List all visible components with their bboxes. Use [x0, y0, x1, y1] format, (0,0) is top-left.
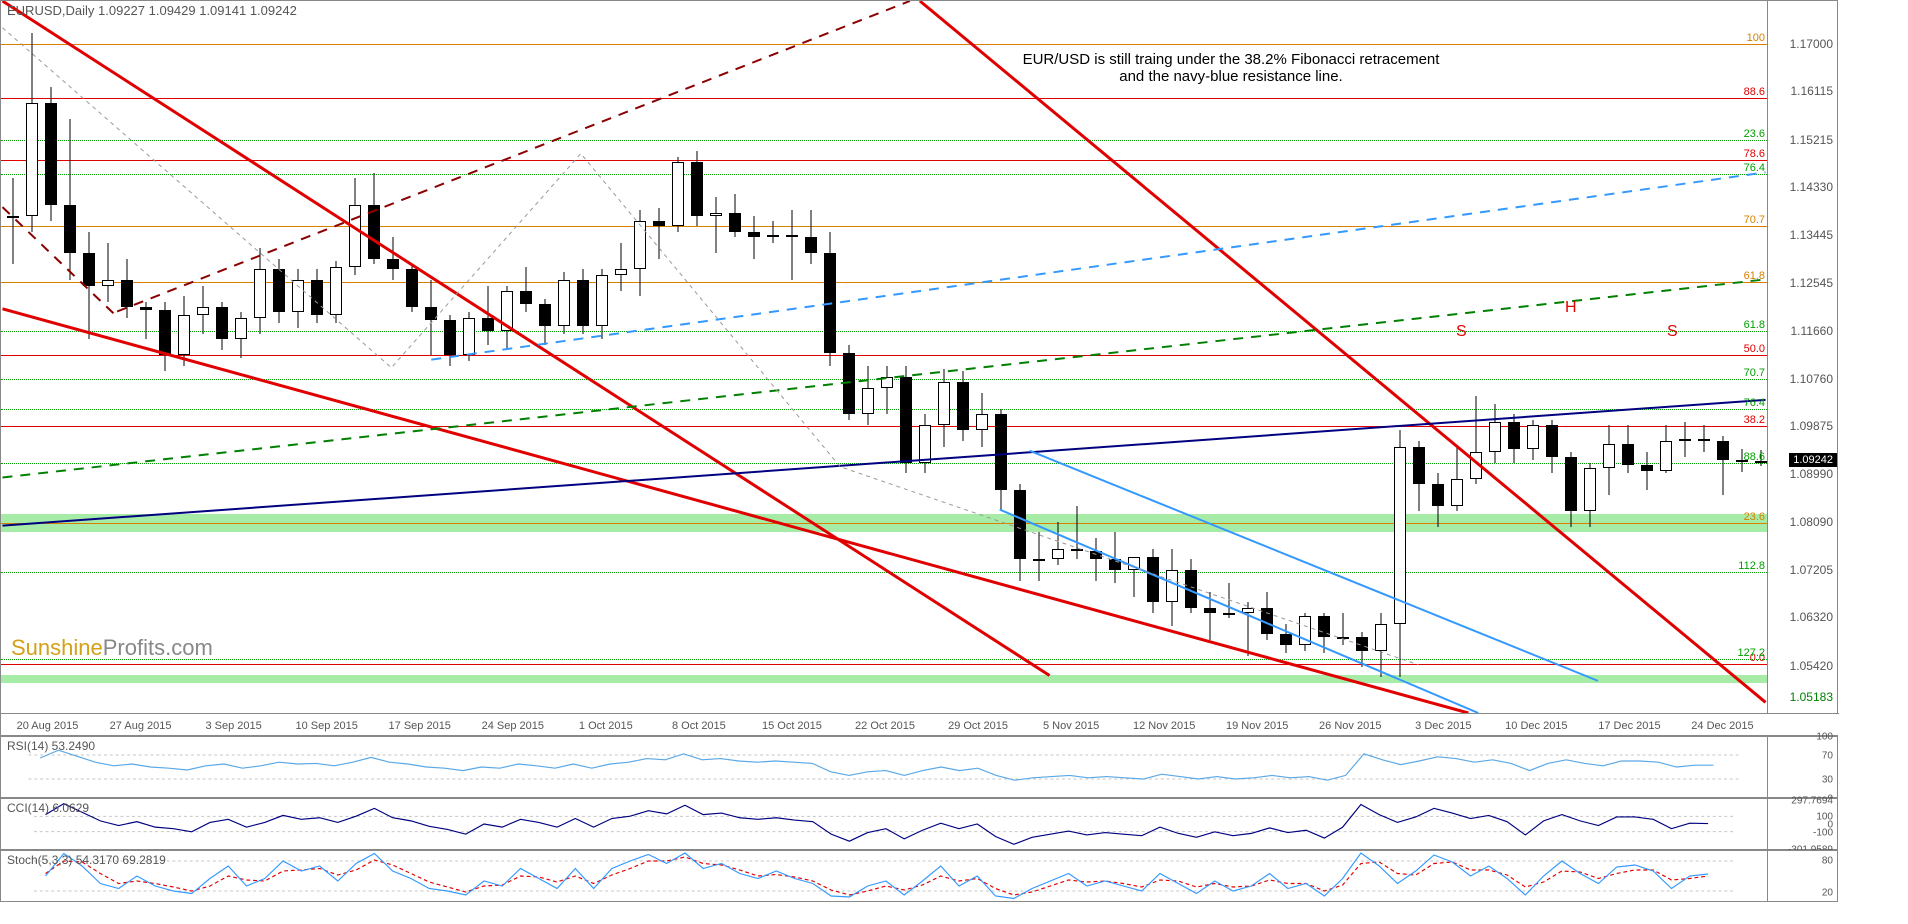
- rsi-title: RSI(14) 53.2490: [7, 739, 95, 753]
- cci-panel[interactable]: CCI(14) 6.0629 297.76941000-100-301.9589: [0, 798, 1838, 850]
- cci-plot: [1, 799, 1767, 849]
- stoch-yaxis: 8020: [1767, 851, 1837, 901]
- watermark: SunshineProfits.com: [11, 635, 213, 661]
- stoch-panel[interactable]: Stoch(5,3,3) 54.3170 69.2819 8020: [0, 850, 1838, 902]
- cci-yaxis: 297.76941000-100-301.9589: [1767, 799, 1837, 849]
- stoch-plot: [1, 851, 1767, 901]
- stoch-title: Stoch(5,3,3) 54.3170 69.2819: [7, 853, 166, 867]
- current-price-box: 1.09242: [1789, 453, 1837, 467]
- symbol-title: EURUSD,Daily 1.09227 1.09429 1.09141 1.0…: [7, 3, 297, 18]
- main-plot-area: 10070.761.888.678.650.038.20.023.676.461…: [1, 1, 1767, 713]
- cci-title: CCI(14) 6.0629: [7, 801, 89, 815]
- chart-annotation: EUR/USD is still traing under the 38.2% …: [951, 51, 1511, 85]
- main-price-chart[interactable]: EURUSD,Daily 1.09227 1.09429 1.09141 1.0…: [0, 0, 1838, 736]
- rsi-yaxis: 10070300: [1767, 737, 1837, 797]
- trendlines-overlay: [1, 1, 1767, 713]
- date-xaxis: 20 Aug 201527 Aug 20153 Sep 201510 Sep 2…: [1, 713, 1839, 735]
- pattern-s2: S: [1667, 323, 1678, 341]
- rsi-plot: [1, 737, 1767, 797]
- price-yaxis: 1.170001.161151.152151.143301.134451.125…: [1767, 1, 1837, 735]
- pattern-s1: S: [1456, 323, 1467, 341]
- rsi-panel[interactable]: RSI(14) 53.2490 10070300: [0, 736, 1838, 798]
- side-price-label: 1.05183: [1790, 690, 1833, 704]
- pattern-h: H: [1565, 299, 1577, 317]
